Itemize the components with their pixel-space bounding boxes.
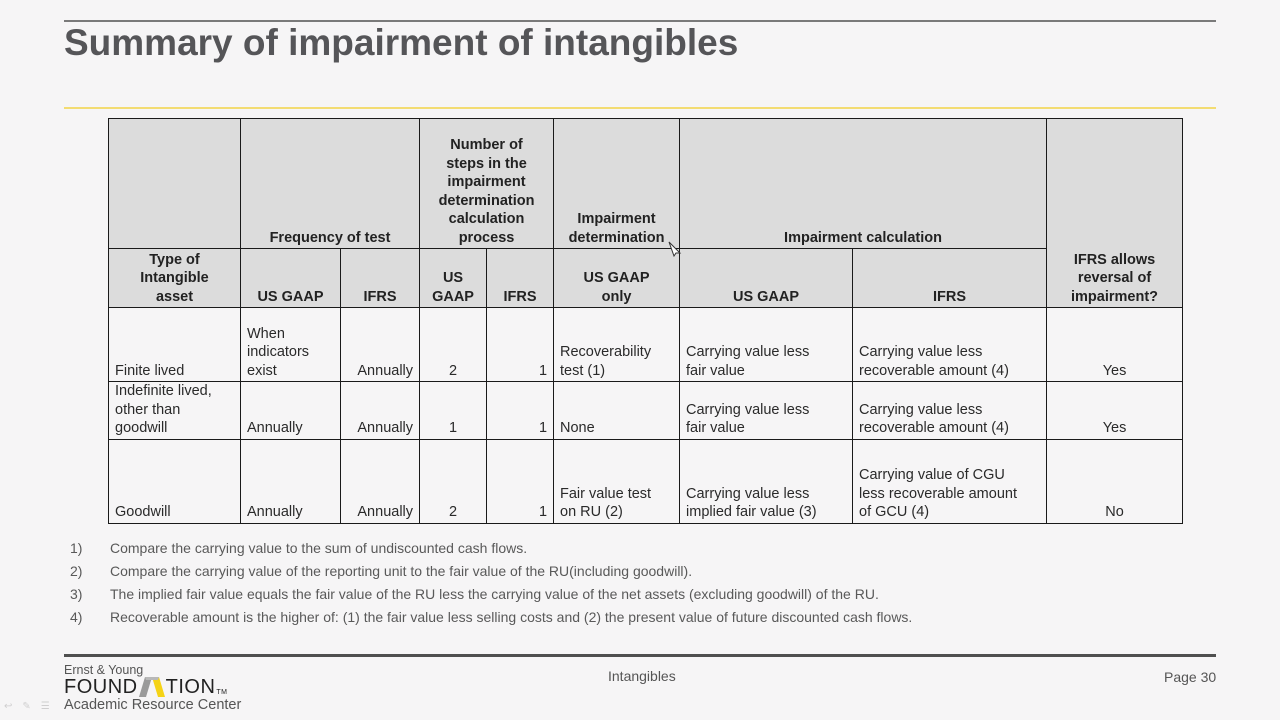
cell-steps-us-gaap: 2: [419, 438, 488, 524]
cell-steps-us-gaap: 2: [419, 307, 488, 382]
top-rule: [64, 20, 1216, 22]
back-arrow-icon[interactable]: ↩: [4, 701, 13, 712]
mouse-cursor-icon: [668, 241, 682, 262]
cell-steps-ifrs: 1: [486, 381, 555, 440]
footer-section-label: Intangibles: [608, 668, 676, 684]
header-steps-us-gaap: US GAAP: [419, 248, 488, 308]
footnote-number: 1): [70, 540, 83, 556]
cell-type: Indefinite lived, other than goodwill: [108, 381, 241, 440]
logo-foundation-wordmark: FOUND TION TM: [64, 676, 228, 698]
header-freq-us-gaap: US GAAP: [240, 248, 341, 308]
cell-calc-us-gaap: Carrying value less fair value: [679, 381, 854, 440]
cell-calc-ifrs: Carrying value less recoverable amount (…: [852, 381, 1048, 440]
faint-toolbar: ↩ ✎ ☰: [4, 701, 50, 712]
foundation-a-mark-icon: [138, 677, 165, 697]
footnote: 2) Compare the carrying value of the rep…: [70, 561, 912, 584]
footnote-number: 3): [70, 586, 83, 602]
header-ifrs-reversal: IFRS allows reversal of impairment?: [1046, 118, 1184, 308]
header-type-of-asset: Type of Intangible asset: [108, 248, 241, 308]
header-calc-ifrs: IFRS: [852, 248, 1048, 308]
logo-ernst-young: Ernst & Young: [64, 663, 144, 677]
footnote: 1) Compare the carrying value to the sum…: [70, 538, 912, 561]
cell-type: Goodwill: [108, 438, 241, 524]
title-accent-rule: [64, 107, 1216, 109]
header-number-of-steps: Number of steps in the impairment determ…: [419, 118, 555, 249]
sub-header-row: Type of Intangible asset US GAAP IFRS US…: [108, 248, 1183, 308]
menu-icon[interactable]: ☰: [40, 701, 50, 712]
header-steps-ifrs: IFRS: [486, 248, 555, 308]
header-impairment-determination: Impairment determination: [553, 118, 681, 249]
cell-determination: None: [553, 381, 681, 440]
cell-steps-ifrs: 1: [486, 438, 555, 524]
table-row-finite-lived: Finite lived When indicators exist Annua…: [108, 307, 1184, 382]
header-blank-cell: [108, 118, 241, 249]
cell-freq-us-gaap: When indicators exist: [240, 307, 341, 382]
logo-academic-resource-center: Academic Resource Center: [64, 697, 242, 713]
footnote-text: The implied fair value equals the fair v…: [110, 586, 879, 602]
slide-title: Summary of impairment of intangibles: [64, 22, 739, 63]
cell-determination: Recoverability test (1): [553, 307, 681, 382]
header-det-us-gaap-only: US GAAP only: [553, 248, 681, 308]
header-freq-ifrs: IFRS: [339, 248, 421, 308]
table-row-goodwill: Goodwill Annually Annually 2 1 Fair valu…: [108, 438, 1184, 524]
cell-type: Finite lived: [108, 307, 241, 382]
cell-reversal: Yes: [1046, 307, 1184, 382]
cell-steps-us-gaap: 1: [419, 381, 488, 440]
cell-freq-us-gaap: Annually: [240, 438, 341, 524]
cell-freq-ifrs: Annually: [339, 307, 421, 382]
group-header-row: Frequency of test Number of steps in the…: [108, 118, 1184, 308]
header-frequency-of-test: Frequency of test: [239, 118, 421, 249]
cell-determination: Fair value test on RU (2): [553, 438, 681, 524]
footnote: 3) The implied fair value equals the fai…: [70, 584, 912, 607]
footnote-number: 2): [70, 563, 83, 579]
page-number: Page 30: [1164, 669, 1217, 685]
table-row-indefinite-lived: Indefinite lived, other than goodwill An…: [108, 381, 1184, 440]
cell-calc-us-gaap: Carrying value less fair value: [679, 307, 854, 382]
footnote: 4) Recoverable amount is the higher of: …: [70, 607, 912, 630]
cell-reversal: No: [1046, 438, 1184, 524]
header-calc-us-gaap: US GAAP: [679, 248, 854, 308]
cell-steps-ifrs: 1: [486, 307, 555, 382]
footnote-text: Recoverable amount is the higher of: (1)…: [110, 609, 913, 625]
cell-calc-us-gaap: Carrying value less implied fair value (…: [679, 438, 854, 524]
footer-rule: [64, 654, 1216, 657]
cell-freq-ifrs: Annually: [339, 381, 421, 440]
pen-icon[interactable]: ✎: [22, 701, 31, 712]
footnote-number: 4): [70, 609, 83, 625]
cell-calc-ifrs: Carrying value of CGU less recoverable a…: [852, 438, 1048, 524]
footnote-text: Compare the carrying value of the report…: [110, 563, 693, 579]
cell-calc-ifrs: Carrying value less recoverable amount (…: [852, 307, 1048, 382]
ey-foundation-logo: Ernst & Young FOUND TION TM Academic Res…: [64, 664, 241, 714]
impairment-summary-table: Frequency of test Number of steps in the…: [108, 118, 1184, 524]
header-impairment-calculation: Impairment calculation: [679, 118, 1048, 249]
footnote-text: Compare the carrying value to the sum of…: [110, 540, 528, 556]
trademark: TM: [216, 689, 228, 696]
cell-reversal: Yes: [1046, 381, 1184, 440]
footnotes: 1) Compare the carrying value to the sum…: [70, 538, 912, 630]
cell-freq-us-gaap: Annually: [240, 381, 341, 440]
cell-freq-ifrs: Annually: [339, 438, 421, 524]
